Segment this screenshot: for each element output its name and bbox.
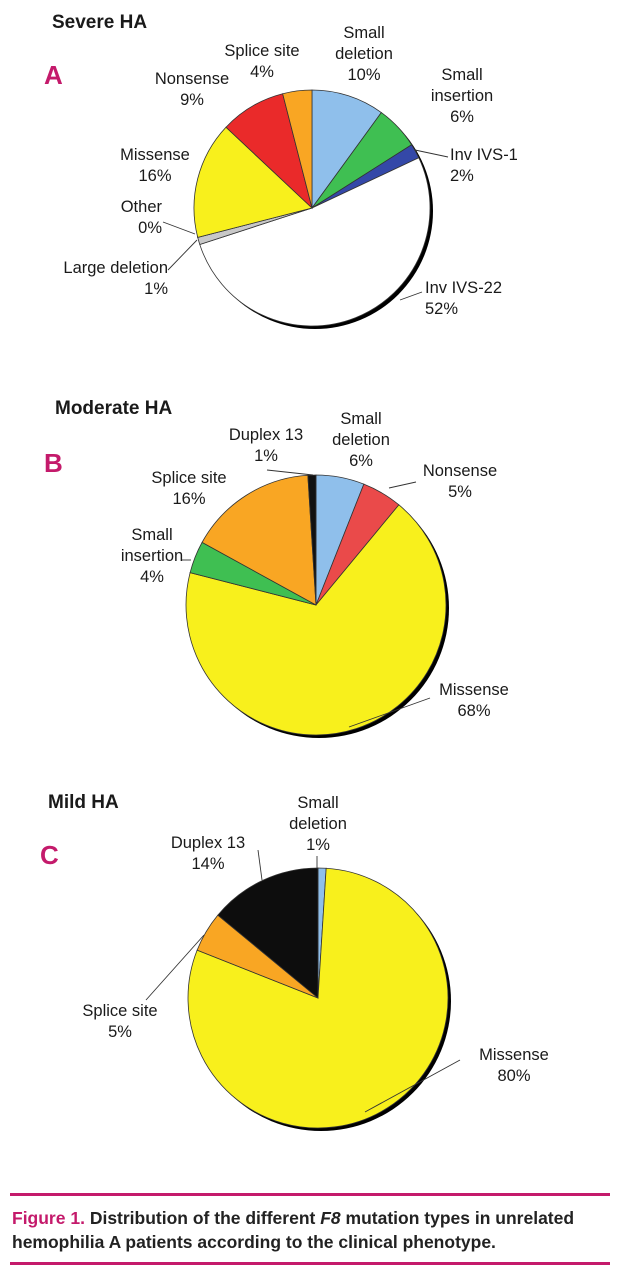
- panel-a-title: Severe HA: [52, 12, 148, 33]
- pie-slice-inv-ivs-22: [199, 157, 431, 327]
- pie-chart-moderate: Small deletion 6% Nonsense 5% Missense 68% Smal…: [121, 410, 509, 738]
- leader-line: [348, 697, 431, 728]
- slice-label-small-deletion: Small deletion 10%: [335, 24, 393, 84]
- slice-label-other: Other 0%: [121, 198, 163, 237]
- leader-line: [145, 934, 205, 1001]
- slice-label-splice-site: Splice site 5%: [82, 1002, 157, 1041]
- leader-line: [266, 469, 314, 476]
- panel-b-title: Moderate HA: [55, 398, 173, 419]
- slice-label-splice-site: Splice site 16%: [151, 469, 226, 508]
- slice-label-inv-ivs-22: Inv IVS-22 52%: [425, 279, 502, 318]
- leader-line: [364, 1059, 461, 1113]
- pie-slice-missense: [193, 126, 313, 238]
- slice-label-large-deletion: Large deletion 1%: [63, 259, 168, 298]
- pie-chart-severe: Small deletion 10% Small insertion 6% Inv IVS-…: [63, 24, 518, 329]
- pie-slice-missense: [185, 504, 447, 736]
- slice-label-inv-ivs-1: Inv IVS-1 2%: [450, 146, 518, 185]
- pie-slice-duplex-13: [217, 867, 319, 999]
- slice-label-small-insertion: Small insertion 4%: [121, 526, 183, 586]
- caption-text-after: mutation types in unrelated hemophilia A…: [12, 1208, 575, 1252]
- slice-label-missense: Missense 16%: [120, 146, 190, 185]
- leader-line: [162, 221, 196, 235]
- leader-line: [257, 849, 263, 881]
- caption-figure-number: Figure 1.: [12, 1208, 85, 1228]
- slice-label-missense: Missense 80%: [479, 1046, 549, 1085]
- leader-line: [167, 239, 198, 271]
- slice-label-small-insertion: Small insertion 6%: [431, 66, 493, 126]
- pie-slice-splice-site: [282, 89, 313, 209]
- pie-chart-mild: Small deletion 1% Missense 80% Splice site 5% D…: [82, 794, 549, 1131]
- panel-c-title: Mild HA: [48, 792, 119, 813]
- leader-line: [414, 149, 449, 158]
- slice-label-missense: Missense 68%: [439, 681, 509, 720]
- slice-label-nonsense: Nonsense 5%: [423, 462, 497, 501]
- caption-text-before: Distribution of the different: [89, 1208, 316, 1228]
- panel-a-letter: A: [44, 60, 63, 90]
- panel-b-letter: B: [44, 448, 63, 478]
- slice-label-small-deletion: Small deletion 1%: [289, 794, 347, 854]
- slice-label-duplex-13: Duplex 13 1%: [229, 426, 303, 465]
- panel-c-letter: C: [40, 840, 59, 870]
- leader-line: [399, 291, 423, 301]
- figure-caption: Figure 1. Distribution of the different …: [12, 1206, 612, 1254]
- caption-gene: F8: [320, 1208, 341, 1228]
- leader-line: [388, 481, 417, 489]
- slice-label-splice-site: Splice site 4%: [224, 42, 299, 81]
- caption-top-rule: [10, 1193, 610, 1196]
- slice-label-nonsense: Nonsense 9%: [155, 70, 229, 109]
- pie-slice-splice-site: [201, 474, 317, 606]
- pie-slice-small-deletion: [311, 89, 382, 210]
- slice-label-small-deletion: Small deletion 6%: [332, 410, 390, 470]
- slice-label-duplex-13: Duplex 13 14%: [171, 834, 245, 873]
- caption-bottom-rule: [10, 1262, 610, 1265]
